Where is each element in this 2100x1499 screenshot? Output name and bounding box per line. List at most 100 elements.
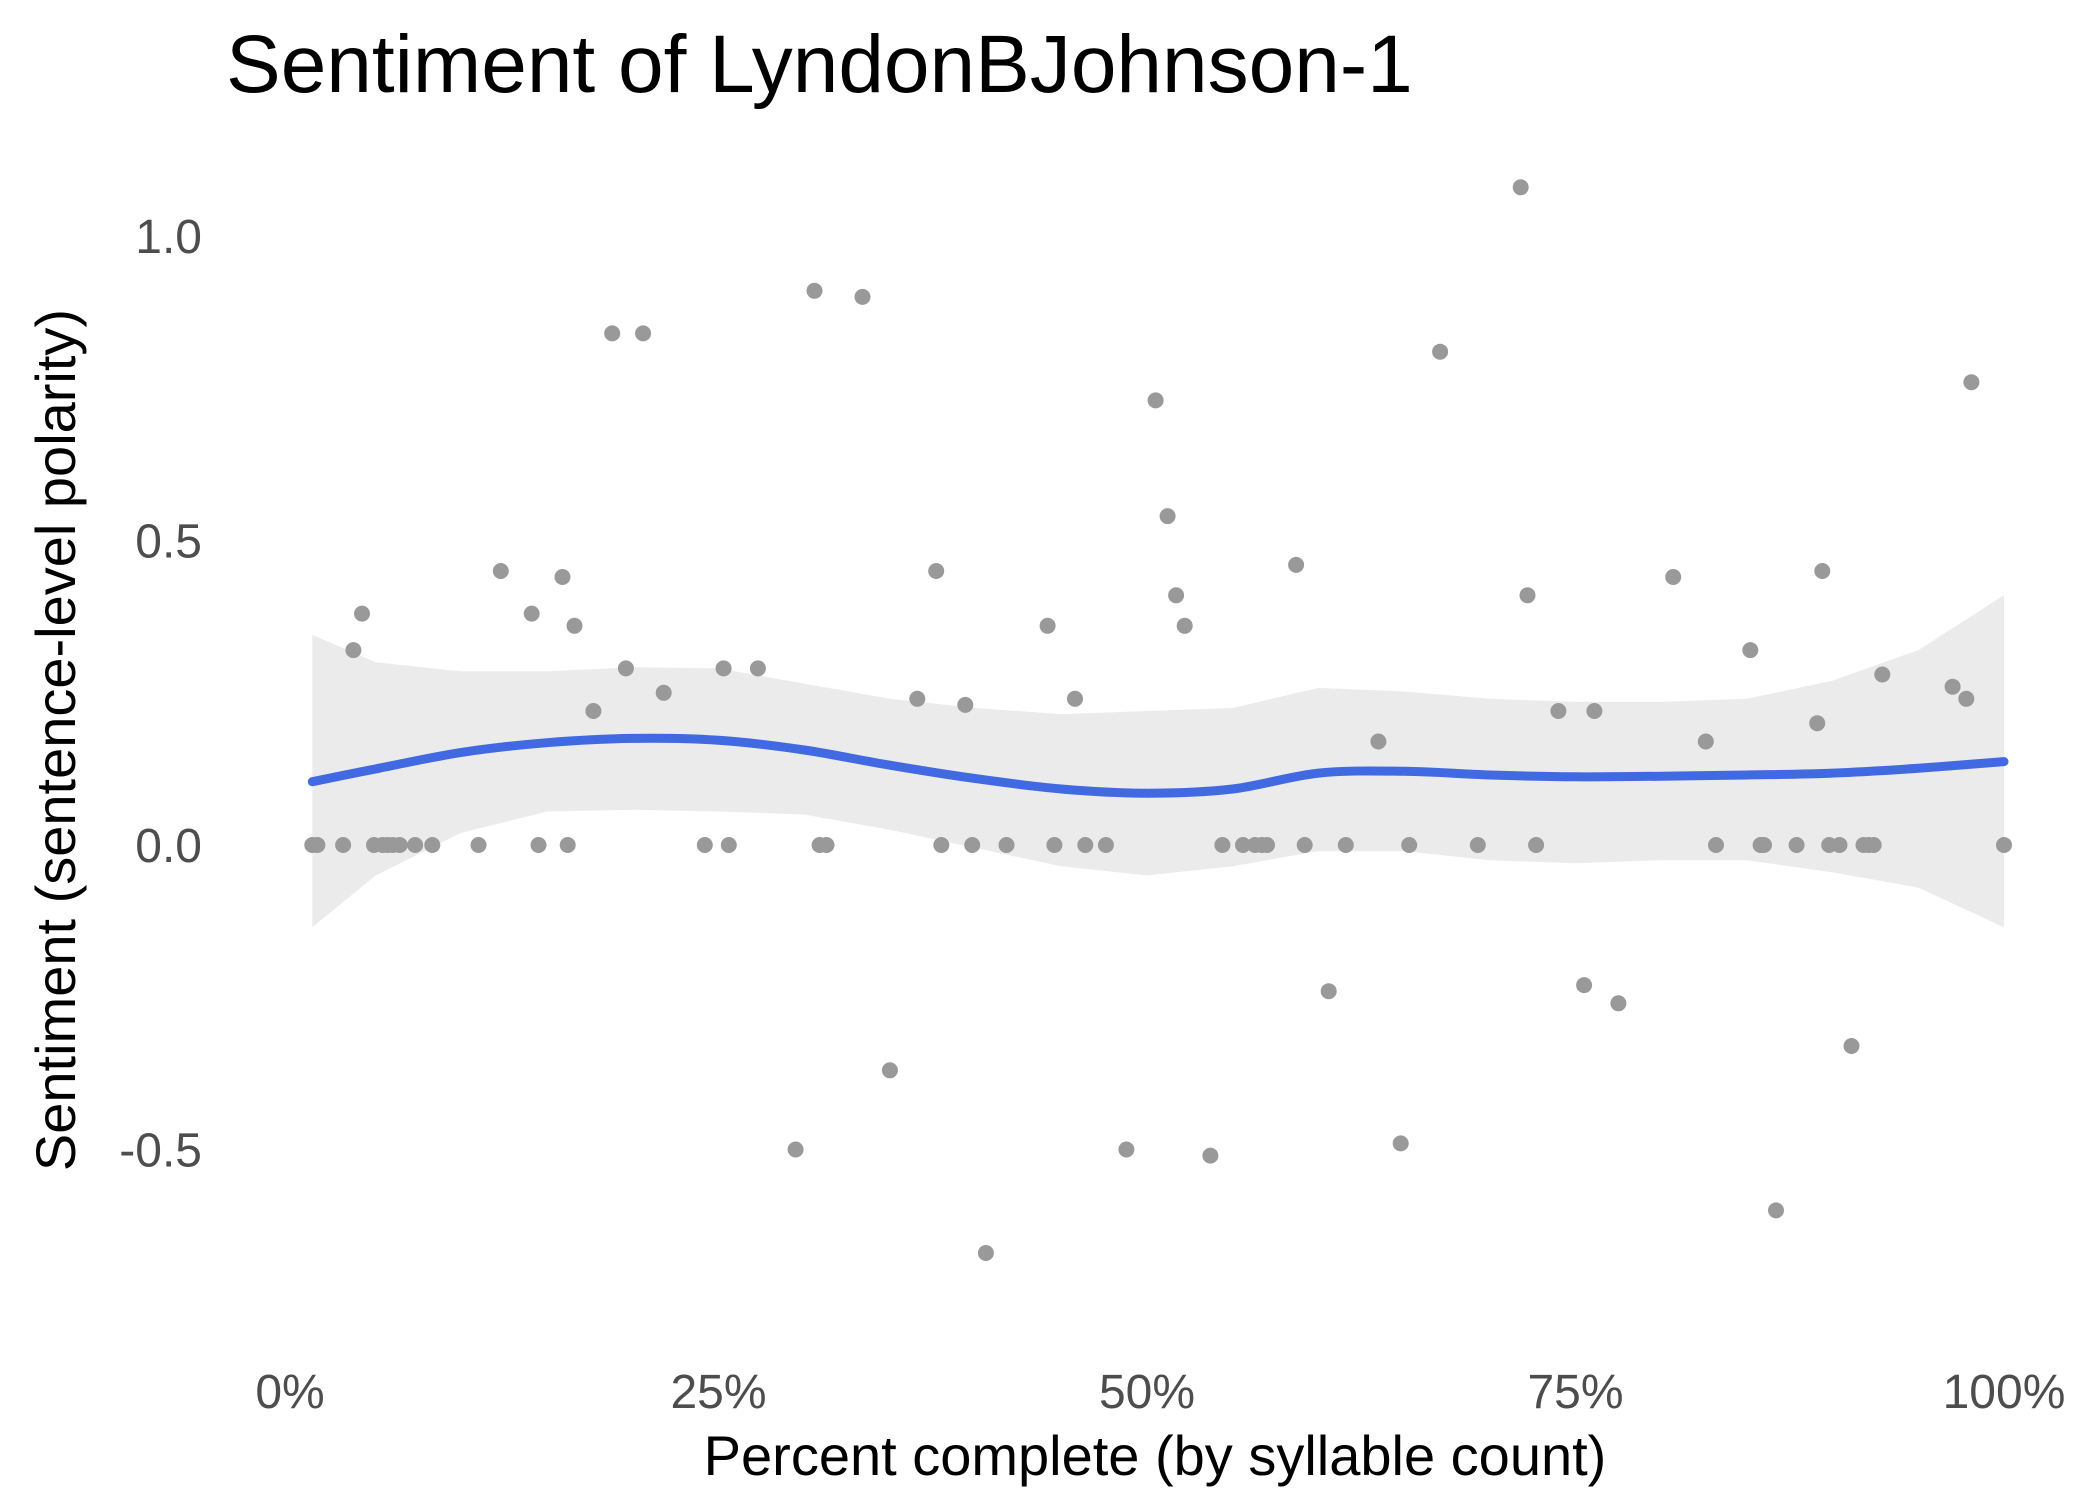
data-point [424, 837, 441, 853]
data-point [1665, 569, 1682, 585]
data-point [1392, 1135, 1409, 1152]
data-point [1401, 837, 1418, 853]
data-point [1586, 703, 1603, 719]
x-tick-label: 0% [255, 1366, 324, 1419]
data-point [1046, 837, 1063, 853]
y-tick-label: -0.5 [119, 1125, 202, 1178]
data-point [1550, 703, 1567, 719]
data-point [1176, 617, 1193, 634]
data-point [1576, 977, 1593, 994]
data-point [617, 660, 634, 677]
data-point [391, 837, 408, 853]
data-point [1874, 666, 1891, 683]
data-point [854, 288, 871, 305]
y-tick-labels: -0.5 0.0 0.5 1.0 [119, 211, 202, 1178]
x-axis-title: Percent complete (by syllable count) [704, 1424, 1607, 1487]
data-point [715, 660, 732, 677]
data-point [909, 690, 926, 707]
data-point [492, 563, 509, 579]
data-point [1788, 837, 1805, 853]
data-point [1528, 837, 1545, 853]
data-point [1370, 733, 1387, 750]
data-point [1697, 733, 1714, 750]
data-point [1708, 837, 1724, 853]
data-point [1118, 1141, 1135, 1158]
x-tick-label: 75% [1527, 1366, 1623, 1419]
data-point [1039, 617, 1056, 634]
data-point [1519, 587, 1536, 604]
data-point [309, 837, 326, 853]
y-tick-label: 0.0 [135, 820, 202, 873]
data-point [977, 1245, 994, 1261]
data-point [604, 325, 621, 342]
data-point [1337, 837, 1354, 853]
data-point [566, 617, 583, 634]
data-point [1843, 1038, 1860, 1054]
data-point [818, 837, 835, 853]
confidence-band [312, 595, 2004, 928]
data-point [354, 605, 370, 622]
data-point [1814, 563, 1831, 579]
data-point [585, 703, 602, 719]
data-point [1235, 837, 1251, 853]
data-point [1097, 837, 1114, 853]
data-point [523, 605, 540, 622]
data-point [1320, 983, 1337, 1000]
data-point [1067, 690, 1083, 707]
data-point [1610, 995, 1627, 1012]
smooth-line-layer [307, 733, 2009, 798]
data-point [964, 837, 981, 853]
data-point [335, 837, 352, 853]
data-point [1963, 374, 1980, 391]
y-axis-title: Sentiment (sentence-level polarity) [24, 309, 87, 1171]
data-point [1147, 392, 1164, 409]
confidence-band-layer [312, 595, 2004, 928]
points-layer [304, 179, 2012, 1261]
data-point [1296, 837, 1313, 853]
data-point [957, 696, 974, 713]
data-point [720, 837, 737, 853]
data-point [530, 837, 547, 853]
data-point [1202, 1147, 1219, 1164]
data-point [1944, 678, 1961, 695]
data-point [881, 1062, 898, 1079]
data-point [928, 563, 945, 579]
y-tick-label: 0.5 [135, 516, 202, 569]
data-point [1865, 837, 1882, 853]
data-point [1996, 837, 2012, 853]
data-point [1831, 837, 1848, 853]
data-point [1214, 837, 1231, 853]
data-point [554, 569, 571, 585]
smooth-line [307, 733, 2009, 798]
data-point [1809, 715, 1826, 732]
x-tick-label: 100% [1943, 1366, 2066, 1419]
data-point [1432, 343, 1449, 360]
data-point [1469, 837, 1486, 853]
data-point [345, 642, 362, 659]
data-point [470, 837, 487, 853]
data-point [1259, 837, 1275, 853]
data-point [1288, 556, 1305, 573]
x-tick-label: 25% [670, 1366, 766, 1419]
data-point [806, 282, 823, 299]
data-point [1512, 179, 1529, 196]
y-tick-label: 1.0 [135, 211, 202, 264]
data-point [407, 837, 424, 853]
data-point [1958, 690, 1975, 707]
x-tick-label: 50% [1099, 1366, 1195, 1419]
data-point [635, 325, 652, 342]
x-tick-labels: 0% 25% 50% 75% 100% [255, 1366, 2065, 1419]
data-point [933, 837, 950, 853]
data-point [749, 660, 766, 677]
data-point [696, 837, 713, 853]
data-point [998, 837, 1015, 853]
data-point [1168, 587, 1185, 604]
data-point [655, 684, 672, 701]
data-point [787, 1141, 804, 1158]
chart-title: Sentiment of LyndonBJohnson-1 [226, 19, 1413, 110]
data-point [559, 837, 576, 853]
data-point [1159, 508, 1176, 525]
data-point [1742, 642, 1759, 659]
data-point [1756, 837, 1772, 853]
